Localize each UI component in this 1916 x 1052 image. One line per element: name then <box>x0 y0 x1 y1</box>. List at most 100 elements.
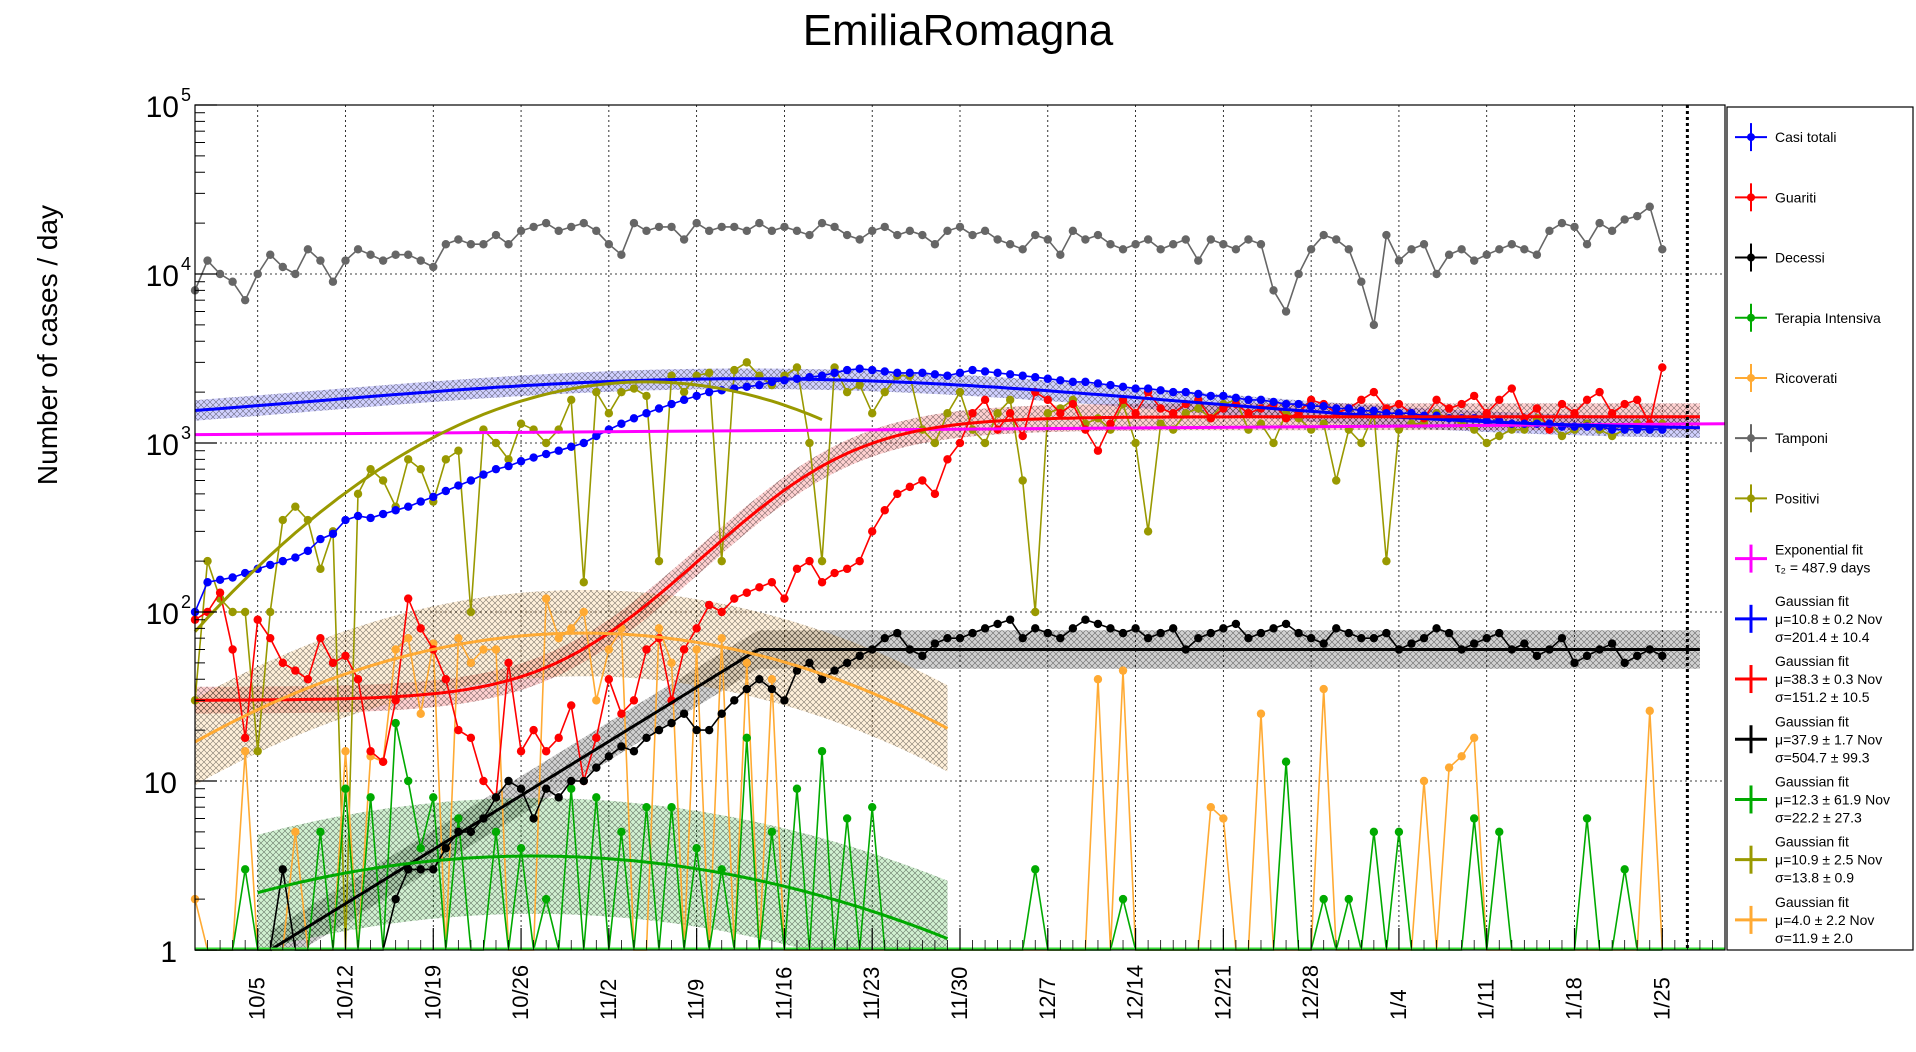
data-point <box>730 365 739 375</box>
x-tick-label: 1/25 <box>1649 977 1674 1020</box>
data-point <box>955 633 965 643</box>
data-point <box>416 844 425 853</box>
legend-label: μ=37.9 ± 1.7 Nov <box>1775 731 1882 747</box>
data-point <box>1532 651 1542 661</box>
data-point <box>868 226 877 236</box>
data-point <box>1482 633 1491 643</box>
data-point <box>1031 624 1040 633</box>
data-point <box>341 651 350 661</box>
data-point <box>554 733 563 743</box>
data-point <box>830 368 839 378</box>
data-point <box>240 733 250 743</box>
data-point <box>930 370 940 379</box>
data-point <box>1495 827 1504 837</box>
legend-label: Gaussian fit <box>1775 653 1849 669</box>
data-point <box>1432 624 1441 633</box>
data-point <box>855 651 864 661</box>
data-point <box>1658 245 1667 254</box>
data-point <box>1306 402 1316 411</box>
data-point <box>1432 395 1441 405</box>
data-point <box>905 482 915 492</box>
data-point <box>391 250 400 259</box>
data-point <box>667 371 676 380</box>
data-point <box>466 733 476 743</box>
legend-entry: Guariti <box>1735 183 1816 212</box>
data-point <box>1557 399 1567 409</box>
data-point <box>378 256 388 265</box>
data-point <box>1369 406 1379 416</box>
data-point <box>278 515 287 525</box>
data-point <box>792 363 802 372</box>
y-tick-exponent: 3 <box>181 423 191 443</box>
data-point <box>1520 245 1529 254</box>
data-point <box>955 387 965 397</box>
data-point <box>868 409 877 418</box>
data-point <box>1645 202 1654 211</box>
data-point <box>1394 256 1404 265</box>
data-point <box>617 387 626 397</box>
data-point <box>1156 404 1165 413</box>
data-point <box>692 391 701 401</box>
data-point <box>679 395 689 405</box>
data-point <box>667 718 676 728</box>
data-point <box>1444 250 1454 259</box>
data-point <box>1357 395 1366 405</box>
data-point <box>993 368 1002 378</box>
data-point <box>278 658 287 668</box>
data-point <box>1607 431 1617 441</box>
data-point <box>679 645 689 654</box>
data-point <box>1469 256 1479 265</box>
data-point <box>1168 387 1178 397</box>
data-point <box>1106 624 1115 633</box>
data-point <box>1357 633 1366 643</box>
data-point <box>1432 269 1441 279</box>
data-point <box>429 793 438 802</box>
data-point <box>567 442 576 451</box>
data-point <box>466 658 476 668</box>
legend-label: μ=38.3 ± 0.3 Nov <box>1775 671 1882 687</box>
data-point <box>579 607 588 617</box>
legend-entry: Decessi <box>1735 243 1825 272</box>
data-point <box>203 556 212 566</box>
data-point <box>366 464 375 474</box>
data-point <box>1181 409 1190 418</box>
data-point <box>755 218 764 228</box>
data-point <box>868 365 877 375</box>
data-point <box>1582 814 1592 823</box>
legend-box <box>1726 106 1914 951</box>
data-point <box>1620 215 1629 224</box>
data-point <box>704 368 714 378</box>
data-point <box>403 250 413 259</box>
y-tick-exponent: 5 <box>181 85 191 105</box>
data-point <box>1068 399 1078 409</box>
data-point <box>617 709 626 718</box>
data-point <box>491 464 501 474</box>
data-point <box>1332 624 1341 633</box>
data-point <box>604 645 614 654</box>
data-point <box>491 827 501 837</box>
data-point <box>1031 865 1040 874</box>
data-point <box>1369 827 1379 837</box>
y-tick-exponent: 2 <box>181 592 191 612</box>
data-point <box>441 455 451 464</box>
data-point <box>592 696 601 705</box>
x-tick-label: 11/2 <box>596 979 621 1020</box>
data-point <box>1118 894 1128 904</box>
data-point <box>504 776 513 786</box>
legend-label: σ=22.2 ± 27.3 <box>1775 809 1862 825</box>
x-tick-label: 11/16 <box>771 967 796 1020</box>
data-point <box>567 222 576 232</box>
data-point <box>353 675 363 684</box>
data-point <box>1081 377 1090 387</box>
data-point <box>654 556 664 566</box>
data-point <box>1645 706 1654 716</box>
data-point <box>1570 222 1579 232</box>
data-point <box>1219 404 1228 413</box>
data-point <box>1482 250 1491 259</box>
data-point <box>629 696 639 705</box>
data-point <box>541 594 551 603</box>
data-point <box>830 568 839 578</box>
data-point <box>1620 658 1629 668</box>
data-point <box>1043 409 1052 418</box>
